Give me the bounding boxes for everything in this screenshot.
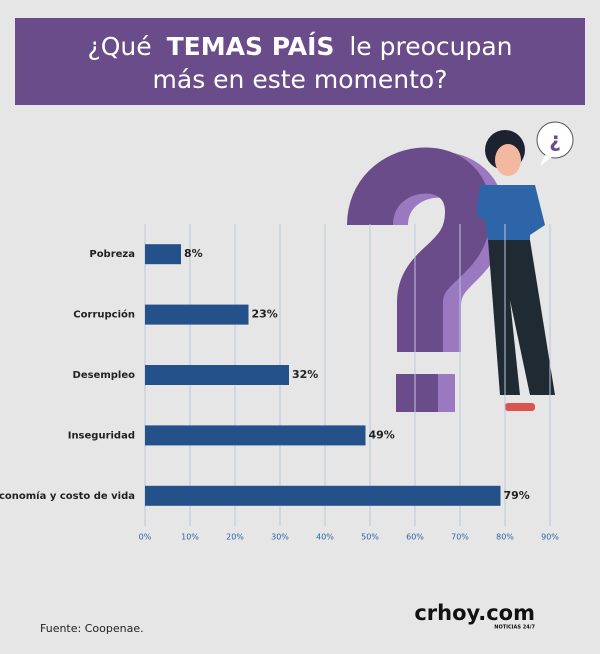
logo: crhoy.com [414, 601, 535, 625]
value-label: 49% [369, 428, 395, 441]
illustration [347, 121, 574, 412]
value-label: 8% [184, 247, 203, 260]
x-tick-label: 20% [226, 533, 244, 542]
x-tick-label: 30% [271, 533, 289, 542]
x-tick-label: 60% [406, 533, 424, 542]
x-tick-label: 80% [496, 533, 514, 542]
title-part: le preocupan [349, 32, 512, 61]
value-label: 23% [252, 308, 278, 321]
bar [145, 244, 181, 265]
y-tick-label: Corrupción [73, 309, 135, 321]
bar [145, 425, 366, 446]
x-tick-label: 40% [316, 533, 334, 542]
y-tick-label: Economía y costo de vida [0, 490, 135, 502]
y-tick-label: Pobreza [89, 249, 135, 260]
y-tick-label: Inseguridad [68, 430, 135, 441]
value-label: 79% [504, 489, 530, 502]
logo-tagline: NOTICIAS 24/7 [494, 625, 535, 631]
value-label: 32% [292, 368, 318, 381]
x-tick-label: 70% [451, 533, 469, 542]
x-tick-label: 0% [139, 533, 152, 542]
chart-title: más en este momento? [153, 65, 448, 94]
bar [145, 365, 289, 385]
header-band [15, 18, 585, 105]
chart-title: ¿Qué TEMAS PAÍS le preocupan [87, 32, 512, 61]
x-tick-label: 90% [541, 533, 559, 542]
title-part: ¿Qué [87, 32, 151, 61]
x-tick-label: 10% [181, 533, 199, 542]
source: Fuente: Coopenae. [40, 622, 144, 635]
x-tick-label: 50% [361, 533, 379, 542]
bar [145, 304, 249, 325]
y-tick-label: Desempleo [73, 370, 136, 381]
title-part: TEMAS PAÍS [167, 32, 335, 61]
speech-mark: ¿ [549, 128, 561, 152]
bar [145, 485, 501, 506]
